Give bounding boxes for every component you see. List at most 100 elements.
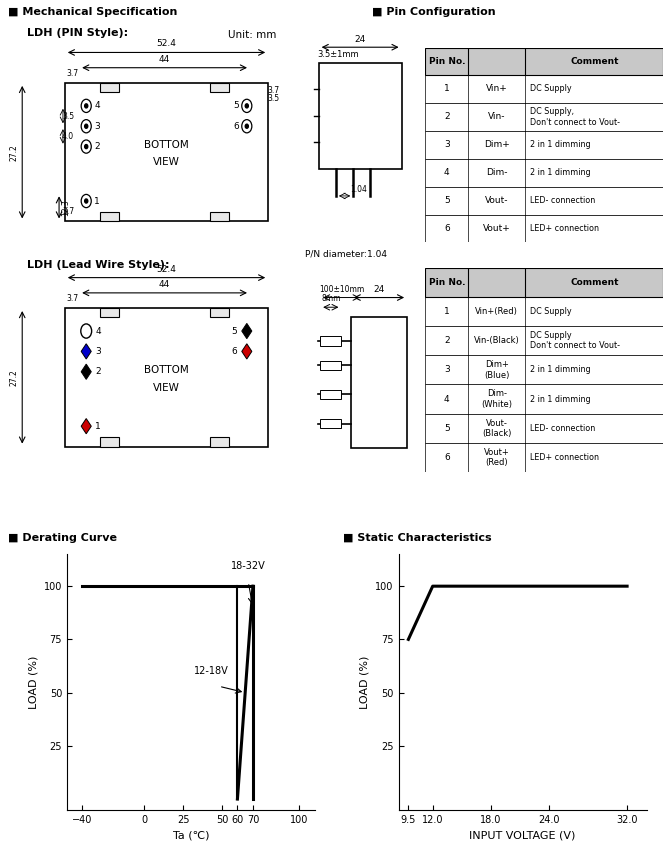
Circle shape	[84, 145, 88, 149]
Text: 6: 6	[444, 224, 450, 233]
Circle shape	[245, 104, 249, 108]
Text: 4: 4	[95, 326, 100, 335]
Text: 4.0: 4.0	[62, 132, 74, 141]
Bar	[425, 131, 663, 158]
Text: 100±10mm: 100±10mm	[319, 285, 364, 294]
Text: Dim-
(White): Dim- (White)	[481, 390, 513, 409]
Text: 8mm: 8mm	[321, 294, 340, 303]
Polygon shape	[242, 323, 252, 339]
Text: 1: 1	[444, 84, 450, 94]
Text: 24: 24	[373, 285, 385, 294]
Bar	[425, 297, 663, 326]
Text: Dim+: Dim+	[484, 140, 510, 149]
Text: Vout+
(Red): Vout+ (Red)	[484, 448, 510, 467]
Text: 6: 6	[233, 122, 239, 131]
Bar	[351, 317, 407, 448]
Text: DC Supply: DC Supply	[530, 84, 572, 94]
Text: Comment: Comment	[570, 278, 618, 288]
Text: 52.4: 52.4	[157, 264, 176, 274]
Text: 5: 5	[444, 196, 450, 205]
Text: 5: 5	[444, 423, 450, 433]
Text: 6: 6	[231, 347, 237, 356]
Bar	[425, 103, 663, 131]
Text: Vin-(Black): Vin-(Black)	[474, 336, 520, 346]
Text: 27.2: 27.2	[10, 144, 19, 160]
Bar	[210, 212, 229, 222]
X-axis label: INPUT VOLTAGE (V): INPUT VOLTAGE (V)	[470, 830, 576, 840]
Text: Vout+: Vout+	[483, 224, 511, 233]
Text: 1.04: 1.04	[350, 185, 367, 194]
Bar	[65, 83, 268, 222]
Bar	[425, 187, 663, 215]
Bar	[425, 385, 663, 414]
Text: Unit: mm: Unit: mm	[228, 30, 276, 41]
Text: ■ Mechanical Specification: ■ Mechanical Specification	[8, 7, 178, 17]
Text: 4: 4	[444, 395, 450, 404]
Text: 6: 6	[444, 453, 450, 462]
Text: 3.7: 3.7	[63, 207, 75, 216]
Text: 44: 44	[159, 280, 170, 289]
Bar	[320, 390, 342, 399]
Text: 2: 2	[95, 367, 100, 376]
Text: LED- connection: LED- connection	[530, 196, 596, 205]
Text: Comment: Comment	[570, 57, 618, 66]
Text: Pin No.: Pin No.	[429, 57, 465, 66]
Bar	[210, 83, 229, 92]
Bar	[100, 308, 119, 317]
Polygon shape	[81, 418, 91, 434]
Text: ■ Pin Configuration: ■ Pin Configuration	[372, 7, 496, 17]
Bar	[425, 326, 663, 355]
Bar	[425, 268, 663, 297]
Text: 44: 44	[159, 55, 170, 64]
Text: 27.2: 27.2	[10, 369, 19, 385]
Text: DC Supply,
Don't connect to Vout-: DC Supply, Don't connect to Vout-	[530, 107, 620, 126]
Bar	[210, 437, 229, 447]
Text: 12-18V: 12-18V	[194, 666, 228, 675]
Bar	[425, 443, 663, 472]
Text: 5: 5	[233, 101, 239, 110]
Bar	[210, 308, 229, 317]
Text: 2 in 1 dimming: 2 in 1 dimming	[530, 365, 591, 374]
Bar	[425, 414, 663, 443]
Y-axis label: LOAD (%): LOAD (%)	[28, 656, 38, 708]
Text: 3: 3	[94, 122, 100, 131]
Text: 52.4: 52.4	[157, 39, 176, 48]
Text: 2 in 1 dimming: 2 in 1 dimming	[530, 140, 591, 149]
Text: 2 in 1 dimming: 2 in 1 dimming	[530, 395, 591, 404]
Text: LED- connection: LED- connection	[530, 423, 596, 433]
Text: LED+ connection: LED+ connection	[530, 224, 599, 233]
Text: BOTTOM: BOTTOM	[144, 365, 189, 375]
Text: LDH (PIN Style):: LDH (PIN Style):	[27, 28, 128, 38]
Bar	[100, 212, 119, 222]
Text: 2: 2	[444, 336, 450, 346]
Bar	[100, 83, 119, 92]
Text: 2 in 1 dimming: 2 in 1 dimming	[530, 168, 591, 178]
Bar	[425, 48, 663, 75]
Polygon shape	[81, 364, 91, 379]
Text: VIEW: VIEW	[153, 158, 180, 167]
Text: Dim+
(Blue): Dim+ (Blue)	[484, 360, 509, 379]
Text: 2: 2	[444, 113, 450, 121]
Text: 3.5: 3.5	[268, 94, 280, 103]
Text: Vin+: Vin+	[486, 84, 508, 94]
Text: 5: 5	[231, 326, 237, 335]
Text: Vin-: Vin-	[488, 113, 506, 121]
Text: 4: 4	[94, 101, 100, 110]
Text: 3: 3	[444, 365, 450, 374]
Text: ■ Static Characteristics: ■ Static Characteristics	[343, 533, 492, 543]
Bar	[320, 360, 342, 371]
Text: Dim-: Dim-	[486, 168, 508, 178]
Text: 3: 3	[95, 347, 101, 356]
Bar	[425, 75, 663, 103]
Text: 24: 24	[354, 36, 366, 44]
Text: 1: 1	[95, 422, 101, 430]
Text: DC Supply
Don't connect to Vout-: DC Supply Don't connect to Vout-	[530, 331, 620, 351]
Text: P/N diameter:1.04: P/N diameter:1.04	[305, 249, 387, 258]
Bar	[425, 158, 663, 187]
Text: BOTTOM: BOTTOM	[144, 139, 189, 150]
Text: 3.7: 3.7	[66, 69, 78, 78]
Text: 18-32V: 18-32V	[231, 561, 265, 572]
Text: 3.7: 3.7	[268, 86, 280, 95]
Circle shape	[84, 124, 88, 128]
Text: 3.7: 3.7	[66, 294, 78, 303]
